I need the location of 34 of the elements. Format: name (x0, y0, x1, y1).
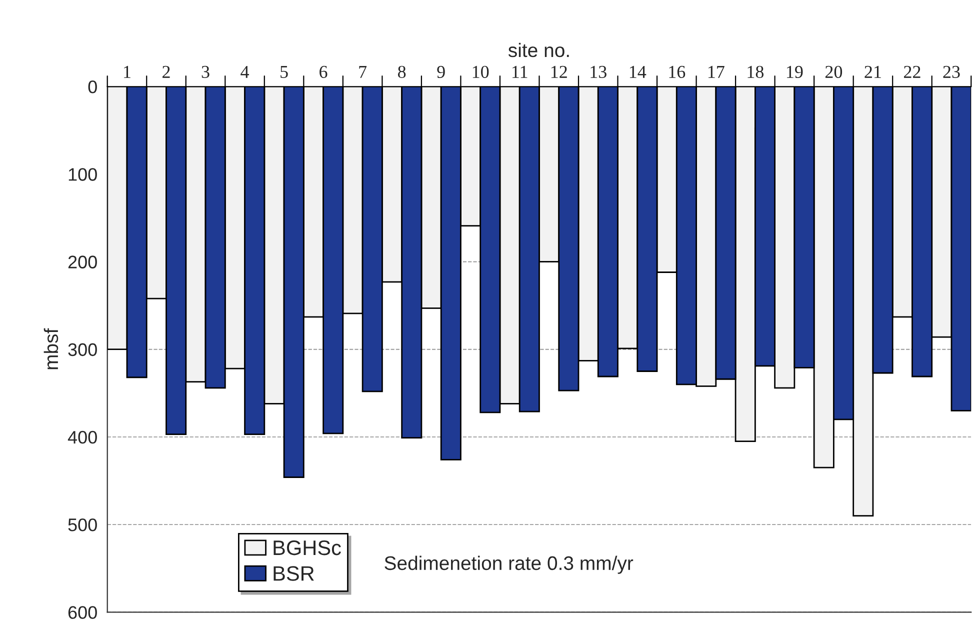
legend-label: BGHSc (274, 540, 341, 556)
x-tick-label: 21 (864, 66, 881, 78)
x-tick-label: 7 (359, 66, 367, 78)
x-axis-title: site no. (508, 42, 569, 58)
x-tick-label: 10 (472, 66, 489, 78)
y-tick-label: 300 (68, 343, 97, 356)
x-tick-label: 19 (787, 66, 803, 78)
y-axis-title: mbsf (44, 328, 58, 370)
legend-label: BSR (274, 566, 314, 581)
y-tick-label: 100 (68, 168, 97, 181)
y-tick-label: 200 (68, 256, 97, 268)
x-tick-label: 18 (748, 66, 764, 78)
x-tick-label: 13 (590, 66, 606, 78)
x-tick-label: 6 (320, 66, 328, 78)
x-tick-label: 20 (825, 66, 842, 78)
x-tick-label: 4 (240, 66, 250, 78)
x-tick-label: 1 (124, 66, 130, 78)
y-tick-label: 500 (68, 518, 97, 532)
x-tick-label: 2 (162, 66, 170, 78)
y-tick-label: 400 (68, 430, 97, 444)
x-tick-label: 3 (202, 66, 210, 78)
x-tick-label: 22 (904, 66, 920, 78)
y-tick-label: 600 (68, 606, 97, 619)
x-tick-label: 11 (512, 66, 528, 78)
y-tick-label: 0 (88, 80, 97, 94)
x-tick-label: 9 (437, 66, 445, 78)
x-tick-label: 16 (669, 66, 686, 78)
annotation: Sedimenetion rate 0.3 mm/yr (384, 556, 634, 574)
x-tick-label: 23 (943, 66, 960, 78)
x-tick-label: 14 (630, 66, 646, 78)
x-tick-label: 12 (551, 66, 567, 78)
x-tick-label: 17 (708, 66, 724, 78)
x-tick-label: 5 (280, 66, 288, 78)
x-tick-label: 8 (398, 66, 406, 78)
